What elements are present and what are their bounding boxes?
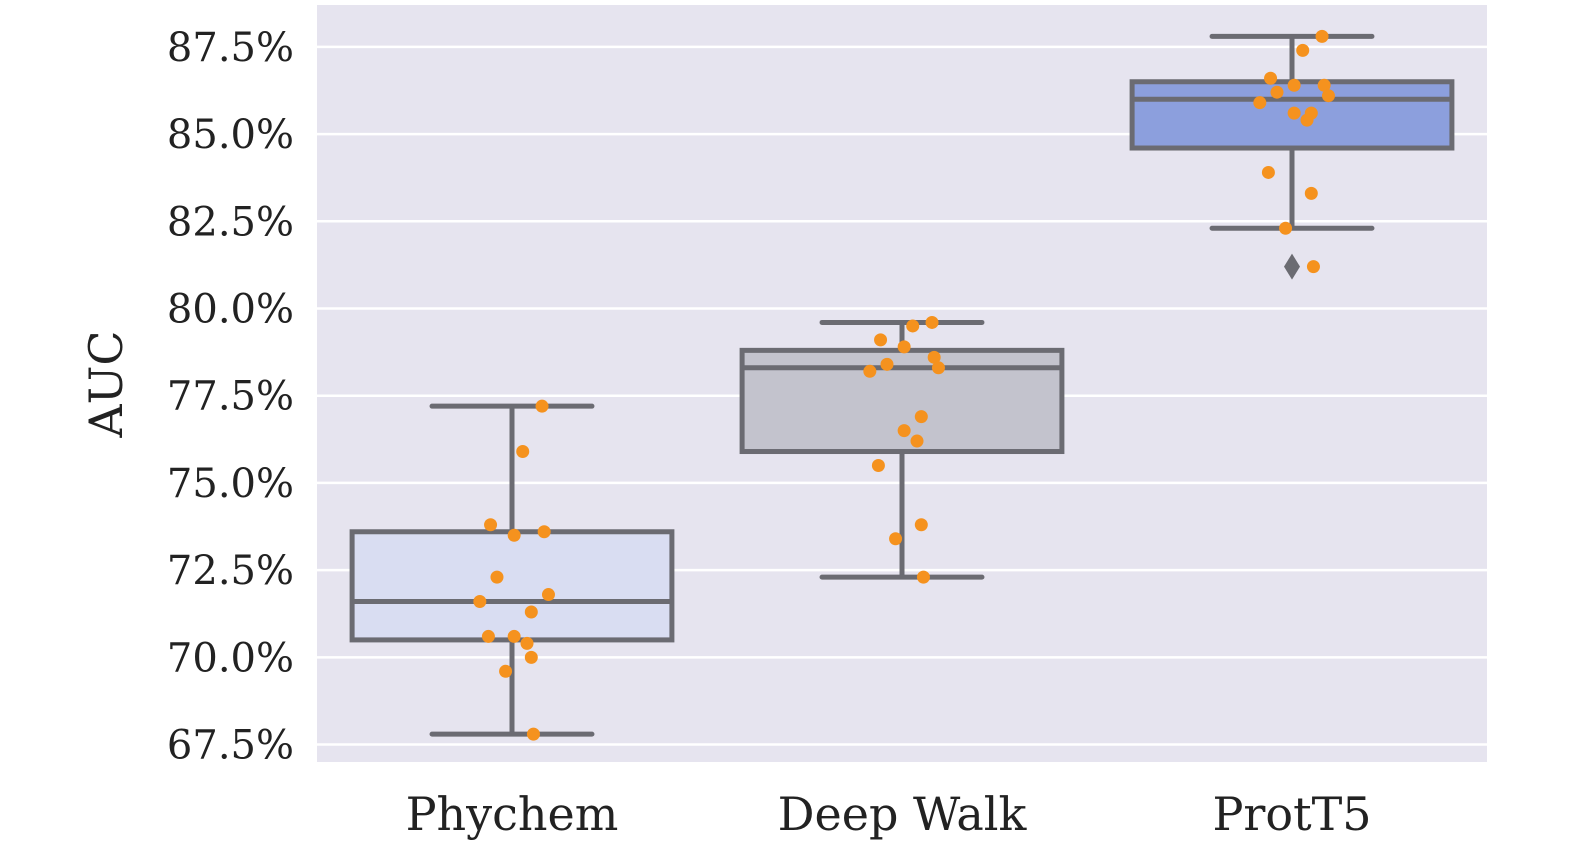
data-point: [906, 319, 920, 333]
data-point: [1296, 43, 1310, 57]
x-tick-labels: Phychem Deep Walk ProtT5: [406, 787, 1372, 841]
data-point: [526, 727, 540, 741]
data-point: [897, 424, 911, 438]
data-point: [914, 410, 928, 424]
data-point: [507, 629, 521, 643]
y-tick-label: 77.5%: [167, 374, 294, 420]
data-point: [1317, 78, 1331, 92]
data-point: [490, 570, 504, 584]
data-point: [925, 315, 939, 329]
data-point: [535, 399, 549, 413]
data-point: [516, 445, 530, 459]
data-point: [927, 350, 941, 364]
box-iqr: [349, 529, 675, 643]
data-point: [1253, 96, 1267, 110]
data-point: [914, 518, 928, 532]
data-point: [874, 333, 888, 347]
data-point: [524, 605, 538, 619]
data-point: [524, 650, 538, 664]
data-point: [916, 570, 930, 584]
y-tick-label: 82.5%: [167, 199, 294, 245]
data-point: [481, 629, 495, 643]
y-tick-label: 70.0%: [167, 635, 294, 681]
data-point: [1287, 106, 1301, 120]
data-point: [931, 361, 945, 375]
data-point: [484, 518, 498, 532]
data-point: [520, 636, 534, 650]
data-point: [473, 595, 487, 609]
data-point: [1315, 29, 1329, 43]
data-point: [897, 340, 911, 354]
data-point: [1279, 221, 1293, 235]
data-point: [541, 588, 555, 602]
y-tick-label: 75.0%: [167, 461, 294, 507]
data-point: [871, 458, 885, 472]
y-tick-label: 72.5%: [167, 548, 294, 594]
data-point: [863, 364, 877, 378]
y-tick-label: 80.0%: [167, 286, 294, 332]
data-points: [473, 29, 1335, 741]
boxes: [349, 33, 1455, 737]
data-point: [1300, 113, 1314, 127]
y-tick-label: 85.0%: [167, 112, 294, 158]
y-tick-labels: 67.5% 70.0% 72.5% 75.0% 77.5% 80.0% 82.5% 85.0%…: [167, 25, 294, 769]
x-tick-label: Deep Walk: [778, 787, 1028, 841]
x-tick-label: Phychem: [406, 787, 619, 841]
data-point: [1306, 260, 1320, 274]
data-point: [910, 434, 924, 448]
y-tick-label: 87.5%: [167, 25, 294, 71]
x-tick-label: ProtT5: [1212, 787, 1371, 841]
data-point: [1304, 186, 1318, 200]
data-point: [1261, 165, 1275, 179]
data-point: [1270, 85, 1284, 99]
data-point: [889, 532, 903, 546]
data-point: [1321, 89, 1335, 103]
data-point: [1264, 71, 1278, 85]
y-axis-label: AUC: [79, 330, 133, 438]
data-point: [880, 357, 894, 371]
data-point: [507, 528, 521, 542]
data-point: [1287, 78, 1301, 92]
outlier-marker: [1284, 253, 1300, 280]
y-tick-label: 67.5%: [167, 723, 294, 769]
data-point: [499, 664, 513, 678]
data-point: [537, 525, 551, 539]
